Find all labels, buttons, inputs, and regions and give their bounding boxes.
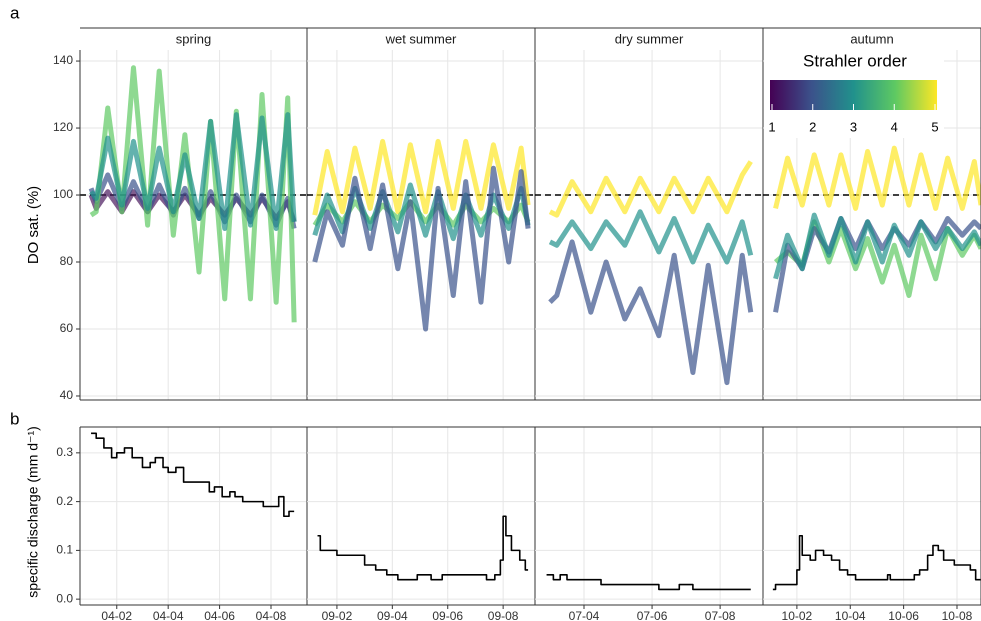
y-tick-label: 60 [60,321,74,335]
x-tick-label: 10-02 [782,609,813,621]
do-line [89,112,297,232]
x-tick-label: 10-04 [835,609,866,621]
colorbar-tick-label: 4 [891,119,898,134]
do-line [773,145,981,211]
discharge-line [91,432,295,518]
y-tick-label: 120 [53,120,73,134]
colorbar-tick-label: 2 [809,119,816,134]
facet-title: wet summer [385,31,457,46]
discharge-line [546,573,751,591]
discharge-line [317,515,529,581]
x-tick-label: 09-06 [432,609,463,621]
colorbar-tick-label: 3 [850,119,857,134]
colorbar-tick-label: 5 [931,119,938,134]
x-tick-label: 04-06 [204,609,235,621]
do-line [548,239,754,386]
y-tick-label: 0.3 [56,445,73,459]
do-line [548,160,753,218]
x-tick-label: 10-06 [888,609,919,621]
x-tick-label: 04-02 [101,609,132,621]
x-tick-label: 09-02 [322,609,353,621]
do-line [312,138,531,216]
panel-label: a [10,3,20,22]
x-tick-label: 07-08 [705,609,736,621]
do-line [548,209,754,265]
facet-title: autumn [850,31,893,46]
do-line [773,212,981,280]
y-tick-label: 0.2 [56,494,73,508]
x-tick-label: 09-04 [377,609,408,621]
facet-title: spring [176,31,211,46]
x-tick-label: 09-08 [488,609,519,621]
x-tick-label: 07-04 [569,609,600,621]
do-line [312,165,531,332]
y-tick-label: 100 [53,187,73,201]
y-tick-label: 0.0 [56,591,73,605]
y-tick-label: 140 [53,53,73,67]
y-tick-label: 40 [60,388,74,402]
x-tick-label: 10-08 [942,609,973,621]
x-tick-label: 04-04 [153,609,184,621]
y-tick-label: 80 [60,254,74,268]
discharge-line [772,534,981,591]
facet-title: dry summer [615,31,684,46]
panel-label: b [10,409,19,428]
x-tick-label: 04-08 [256,609,287,621]
y-axis-title: specific discharge (mm d⁻¹) [25,426,41,598]
y-tick-label: 0.1 [56,543,73,557]
x-tick-label: 07-06 [637,609,668,621]
legend-title: Strahler order [803,51,907,70]
colorbar-tick-label: 1 [768,119,775,134]
y-axis-title: DO sat. (%) [25,186,42,264]
